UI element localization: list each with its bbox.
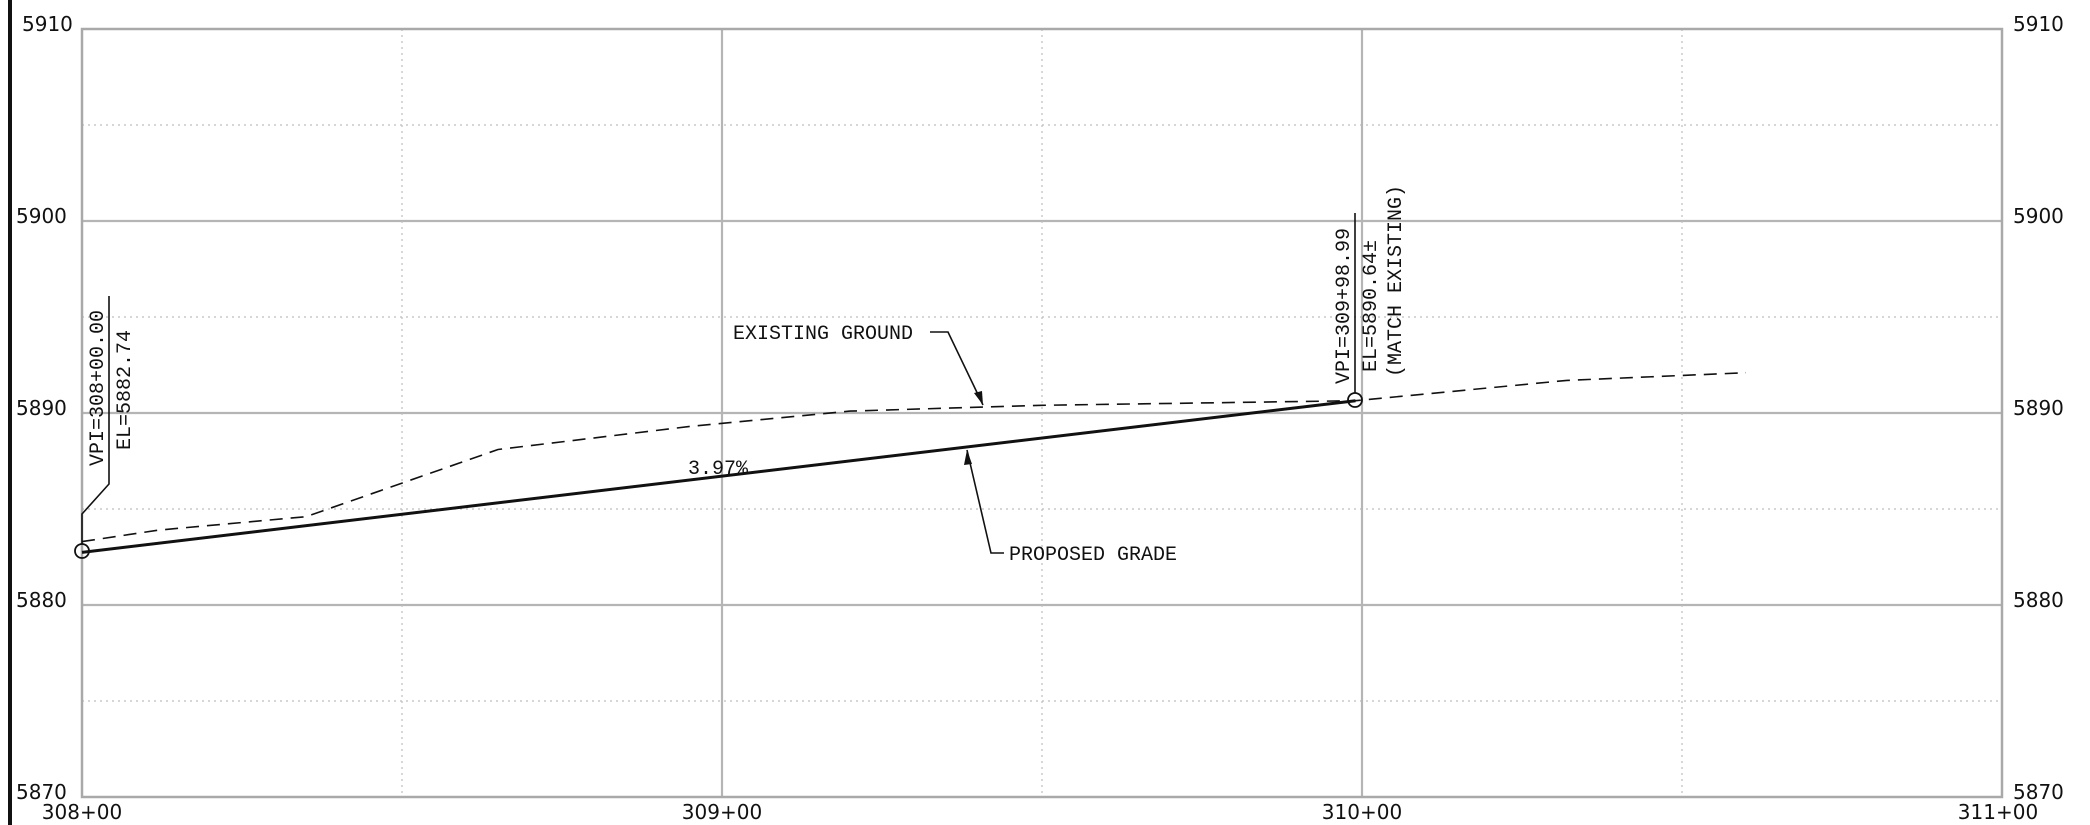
left-axis-label-5910: 5910 — [22, 12, 73, 36]
left-axis-label-5890: 5890 — [16, 396, 67, 420]
right-axis-label-5910: 5910 — [2013, 12, 2064, 36]
existing-ground-label: EXISTING GROUND — [733, 323, 913, 346]
left-axis-label-5900: 5900 — [16, 204, 67, 228]
station-label-310: 310+00 — [1322, 800, 1402, 824]
vpi-start-station-text: VPI=308+00.00 — [87, 310, 110, 466]
vpi-end-station-text: VPI=309+98.99 — [1333, 228, 1356, 384]
right-axis-label-5880: 5880 — [2013, 588, 2064, 612]
right-axis-label-5890: 5890 — [2013, 396, 2064, 420]
station-label-309: 309+00 — [682, 800, 762, 824]
vpi-start-elevation-text: EL=5882.74 — [114, 330, 137, 450]
right-axis-label-5870: 5870 — [2013, 780, 2064, 804]
station-label-311: 311+00 — [1958, 800, 2038, 824]
proposed-grade-line — [81, 399, 1356, 554]
station-label-308: 308+00 — [42, 800, 122, 824]
existing-ground-line — [81, 371, 1747, 543]
left-axis-label-5870: 5870 — [16, 780, 67, 804]
plot-frame — [80, 27, 2004, 799]
right-axis-label-5900: 5900 — [2013, 204, 2064, 228]
proposed-grade-label: PROPOSED GRADE — [1009, 544, 1177, 567]
left-axis-label-5880: 5880 — [16, 588, 67, 612]
vpi-end-note-text: (MATCH EXISTING) — [1385, 185, 1408, 377]
proposed-grade-arrowhead — [964, 450, 972, 465]
vpi-end-elevation-text: EL=5890.64± — [1360, 240, 1383, 372]
proposed-grade-leader — [966, 449, 1004, 554]
grade-percent-label: 3.97% — [688, 458, 749, 481]
grid — [82, 29, 2002, 797]
vpi-start-leader — [81, 296, 110, 544]
existing-ground-leader — [930, 331, 984, 406]
existing-ground-arrowhead — [974, 391, 983, 405]
